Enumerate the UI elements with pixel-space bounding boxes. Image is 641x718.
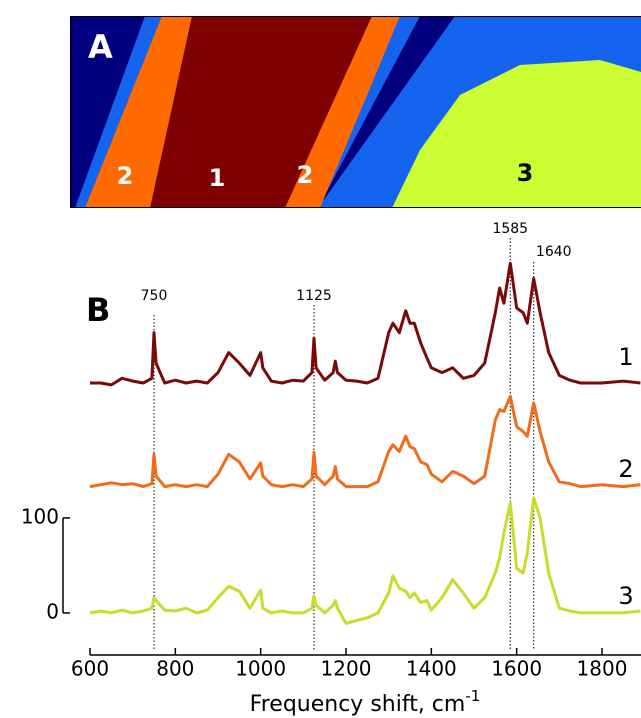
reference-label: 1640 — [536, 244, 572, 260]
reference-label: 1125 — [296, 288, 332, 304]
x-tick-label: 1000 — [235, 657, 286, 681]
spectrum-line — [90, 261, 641, 387]
series-label: 1 — [618, 343, 633, 371]
y-tick-label: 0 — [46, 599, 59, 623]
x-tick-label: 800 — [156, 657, 194, 681]
x-axis-label: Frequency shift, cm-1 — [250, 687, 481, 718]
map-border — [70, 16, 641, 208]
region-label: 1 — [209, 164, 226, 192]
x-axis-label-text: Frequency shift, cm — [250, 692, 466, 717]
map-panel: A 2 1 2 3 — [70, 16, 641, 208]
x-axis-label-superscript: -1 — [465, 687, 480, 705]
map-region — [150, 16, 372, 208]
region-label: 3 — [517, 159, 534, 187]
series-label: 3 — [618, 582, 633, 610]
spectrum-line — [89, 394, 641, 489]
reference-label: 750 — [141, 288, 168, 304]
x-tick-label: 1800 — [577, 657, 628, 681]
x-tick-label: 1600 — [491, 657, 542, 681]
y-tick-label: 100 — [21, 504, 59, 528]
map-region — [392, 60, 641, 208]
panel-label: A — [88, 28, 113, 66]
x-tick-label: 1200 — [321, 657, 372, 681]
x-tick-label: 600 — [71, 657, 109, 681]
reference-label: 1585 — [492, 221, 528, 237]
panel-label: B — [86, 291, 110, 329]
x-tick-label: 1400 — [406, 657, 457, 681]
region-label: 2 — [117, 162, 134, 190]
region-label: 2 — [297, 161, 314, 189]
spectrum-line — [89, 496, 641, 625]
series-label: 2 — [618, 455, 633, 483]
